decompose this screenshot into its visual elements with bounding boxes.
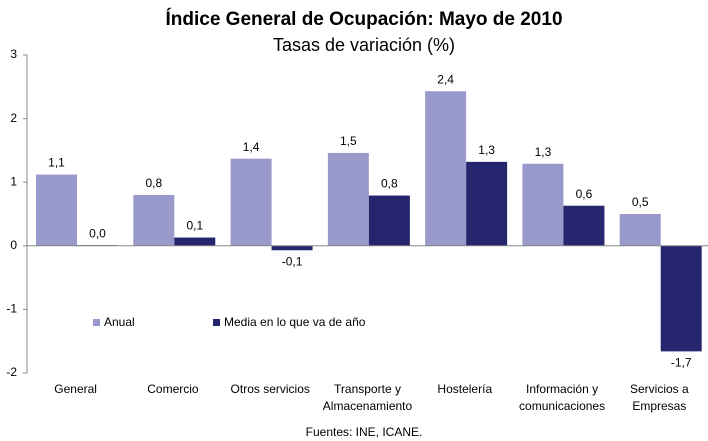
y-tick-label: -1: [6, 302, 17, 316]
value-label: 0,6: [576, 187, 593, 201]
value-label: -0,1: [282, 254, 303, 268]
x-tick-label: Información y comunicaciones: [519, 382, 605, 413]
bar: [522, 163, 564, 246]
chart-title: Índice General de Ocupación: Mayo de 201…: [165, 8, 562, 30]
y-tick-label: 1: [10, 174, 17, 188]
value-label: 2,4: [437, 72, 454, 86]
value-label: 0,8: [381, 177, 398, 191]
legend-label: Anual: [104, 315, 135, 329]
bar: [425, 91, 467, 246]
x-tick-label: Comercio: [147, 382, 199, 396]
value-label: 0,0: [89, 226, 106, 240]
x-tick-label: Servicios a Empresas: [630, 382, 689, 413]
value-label: 0,1: [186, 219, 203, 233]
value-label: 0,8: [145, 176, 162, 190]
x-tick-label: General: [54, 382, 97, 396]
x-tick-label: Hostelería: [437, 382, 492, 396]
value-label: 1,3: [535, 145, 552, 159]
y-tick-label: 2: [10, 111, 17, 125]
bar: [271, 245, 313, 251]
bar: [660, 245, 702, 352]
bar: [174, 237, 216, 246]
bar: [368, 195, 410, 246]
bar: [563, 205, 605, 246]
value-label: 0,5: [632, 195, 649, 209]
bar: [133, 194, 175, 246]
bar: [230, 158, 272, 246]
legend-swatch: [213, 319, 220, 326]
bar: [619, 214, 661, 246]
y-tick-label: -2: [6, 365, 17, 379]
bar: [36, 174, 77, 246]
value-label: 1,3: [478, 143, 495, 157]
bar: [327, 152, 369, 246]
y-tick-label: 3: [10, 47, 17, 61]
chart-subtitle: Tasas de variación (%): [273, 35, 455, 55]
legend-label: Media en lo que va de año: [224, 315, 366, 329]
legend-swatch: [93, 319, 100, 326]
x-tick-label: Transporte y Almacenamiento: [323, 382, 413, 413]
source-note: Fuentes: INE, ICANE.: [306, 425, 423, 439]
value-label: 1,4: [243, 140, 260, 154]
value-label: 1,5: [340, 134, 357, 148]
bar: [466, 161, 508, 246]
x-tick-label: Otros servicios: [231, 382, 310, 396]
value-label: 1,1: [48, 156, 65, 170]
value-label: -1,7: [671, 356, 692, 370]
y-tick-label: 0: [10, 238, 17, 252]
